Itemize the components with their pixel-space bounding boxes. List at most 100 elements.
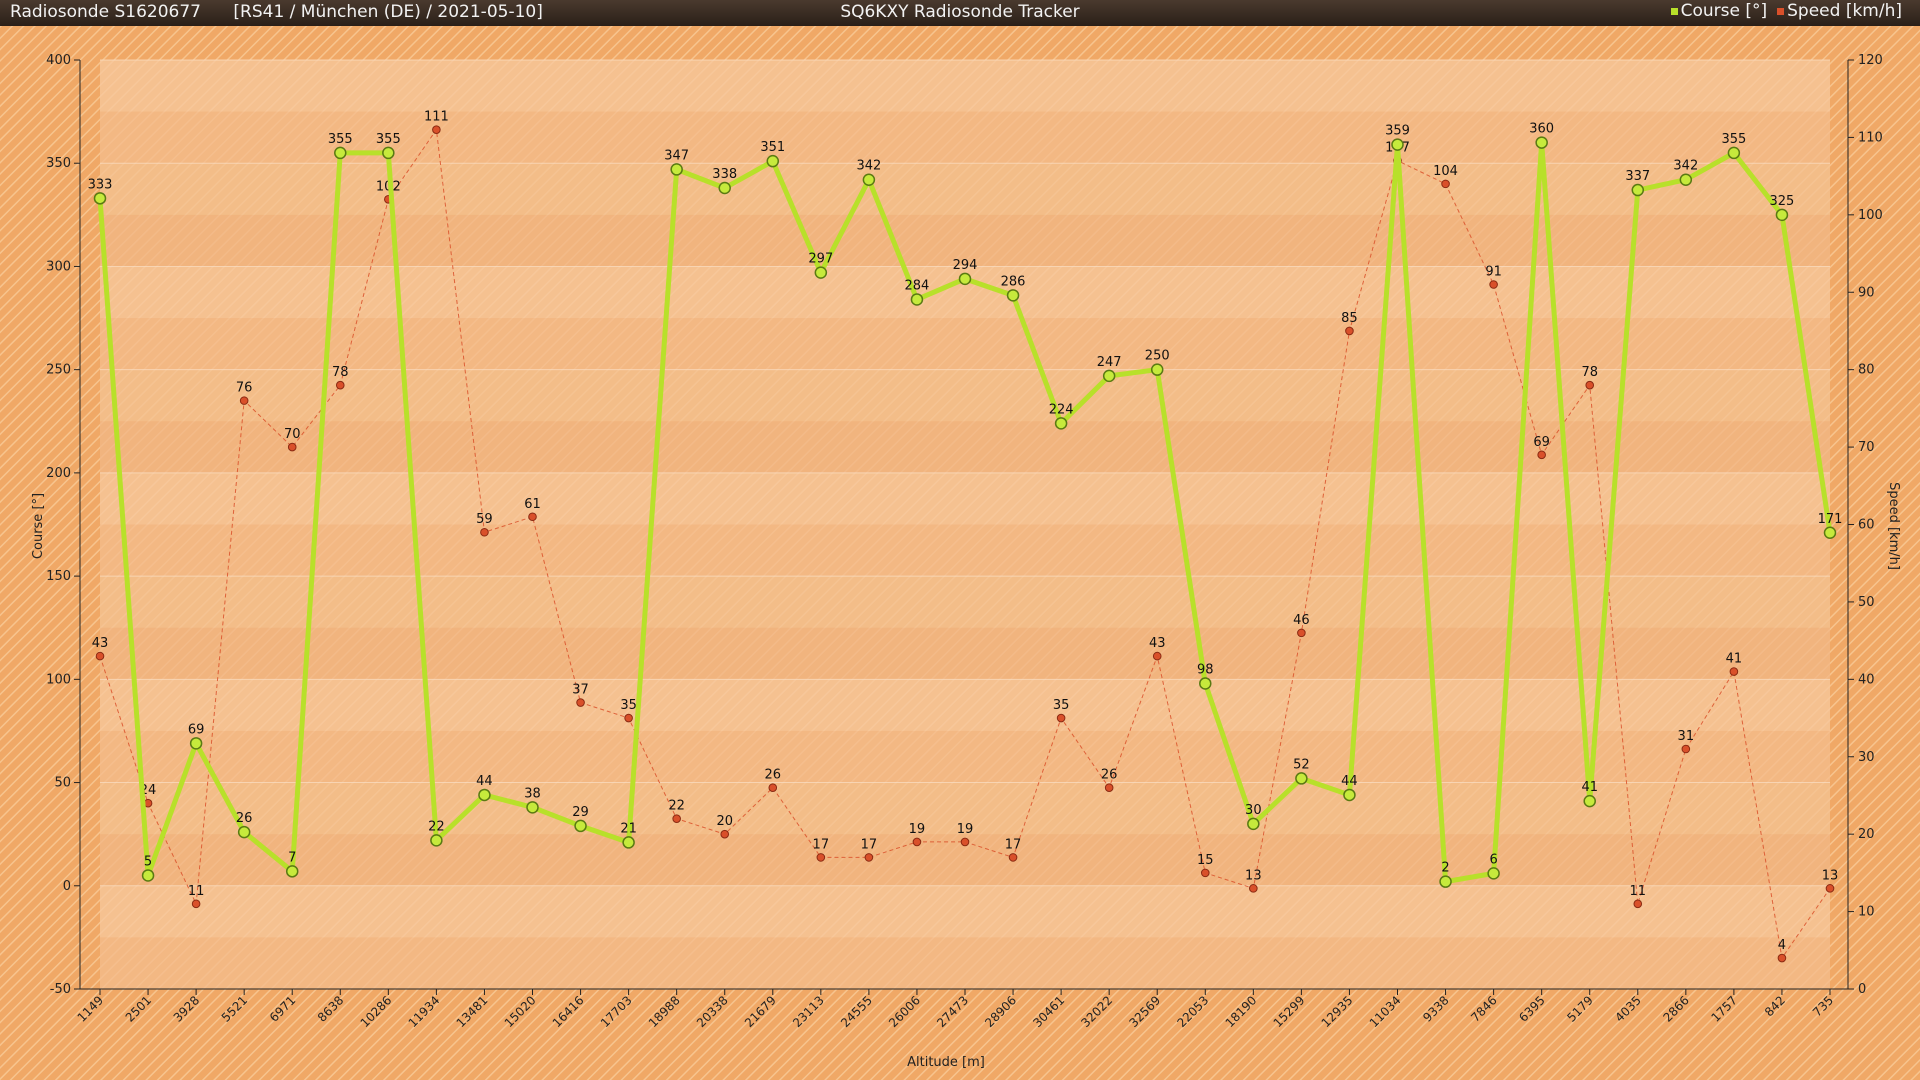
y-tick-label-right: 120: [1858, 53, 1883, 68]
speed-point: [1056, 713, 1066, 723]
speed-point: [576, 698, 585, 707]
speed-data-label: 22: [668, 799, 685, 814]
speed-point: [768, 783, 778, 793]
legend-item-speed[interactable]: Speed [km/h]: [1777, 1, 1902, 21]
speed-point: [191, 899, 201, 909]
course-data-label: 2: [1441, 861, 1449, 876]
y-tick-label-right: 10: [1858, 905, 1875, 920]
legend-label-speed: Speed [km/h]: [1787, 1, 1902, 21]
speed-point: [1777, 953, 1787, 963]
plot-band: [100, 421, 1830, 473]
course-point: [574, 819, 587, 833]
course-data-label: 286: [1001, 274, 1026, 289]
legend-item-course[interactable]: Course [°]: [1670, 1, 1768, 21]
sonde-info: Radiosonde S1620677 [RS41 / München (DE)…: [10, 2, 543, 22]
speed-point: [1825, 884, 1835, 893]
course-data-label: 6: [1489, 852, 1497, 867]
course-point: [1199, 677, 1212, 690]
y-tick-label-left: 50: [54, 776, 71, 791]
course-point: [862, 173, 876, 186]
course-data-label: 21: [620, 821, 637, 836]
speed-point: [432, 125, 441, 134]
course-point: [237, 825, 251, 839]
y-tick-label-right: 60: [1858, 518, 1875, 533]
course-point: [1727, 146, 1741, 160]
speed-data-label: 41: [1726, 652, 1743, 667]
speed-point: [816, 853, 826, 862]
speed-data-label: 4: [1778, 938, 1786, 953]
y-tick-label-left: 0: [63, 879, 71, 894]
course-point: [1439, 875, 1452, 888]
legend-label-course: Course [°]: [1680, 1, 1768, 21]
y-tick-label-left: 350: [46, 156, 71, 171]
speed-data-label: 11: [1630, 884, 1647, 899]
course-point: [1150, 363, 1164, 376]
speed-data-label: 11: [188, 884, 205, 899]
sonde-details: [RS41 / München (DE) / 2021-05-10]: [233, 2, 543, 22]
speed-point: [912, 837, 922, 847]
course-point: [718, 181, 731, 195]
speed-point: [1249, 884, 1258, 893]
y-tick-label-left: 100: [46, 672, 71, 687]
course-point: [1487, 867, 1500, 880]
speed-data-label: 31: [1678, 729, 1695, 744]
speed-data-label: 20: [716, 814, 733, 829]
plot-band: [100, 730, 1830, 783]
y-tick-label-right: 40: [1858, 672, 1875, 687]
y-axis-label-left: Course [°]: [31, 493, 46, 559]
speed-point: [1633, 899, 1643, 909]
y-tick-label-left: 400: [46, 53, 71, 68]
speed-data-label: 59: [476, 512, 493, 527]
speed-point: [1441, 179, 1450, 189]
course-point: [1631, 183, 1645, 197]
plot-band: [100, 60, 1830, 112]
course-point: [1102, 369, 1116, 383]
course-data-label: 360: [1529, 122, 1554, 137]
course-point: [814, 266, 828, 279]
y-tick-label-right: 90: [1858, 285, 1875, 300]
speed-point: [1104, 783, 1114, 793]
speed-point: [624, 713, 633, 723]
speed-data-label: 70: [284, 427, 301, 442]
course-point: [1247, 817, 1260, 831]
y-tick-label-right: 100: [1858, 208, 1883, 223]
course-data-label: 5: [144, 854, 152, 869]
course-point: [1583, 794, 1596, 808]
course-point: [141, 869, 155, 882]
speed-data-label: 17: [861, 837, 878, 852]
speed-point: [528, 512, 537, 522]
course-point: [766, 154, 780, 168]
speed-data-label: 61: [524, 497, 541, 512]
course-point: [382, 146, 395, 160]
speed-data-label: 26: [765, 768, 782, 783]
speed-data-label: 19: [909, 822, 926, 837]
speed-point: [1585, 380, 1595, 390]
course-data-label: 359: [1385, 124, 1410, 139]
course-point: [1295, 772, 1308, 785]
course-data-label: 294: [953, 258, 978, 273]
y-tick-label-left: 250: [46, 363, 71, 378]
plot-bands: [100, 59, 1830, 990]
course-point: [478, 788, 491, 802]
speed-data-label: 37: [572, 683, 589, 698]
app-title: SQ6KXY Radiosonde Tracker: [840, 2, 1080, 22]
plot-band: [100, 111, 1830, 164]
plot-band: [100, 369, 1830, 422]
course-point: [1006, 289, 1020, 302]
course-point: [430, 834, 443, 847]
course-point: [1535, 136, 1548, 149]
speed-data-label: 85: [1341, 311, 1358, 326]
course-point: [1679, 173, 1693, 186]
speed-point: [960, 837, 970, 847]
course-point: [189, 737, 203, 750]
plot-band: [100, 524, 1830, 577]
speed-data-label: 69: [1533, 435, 1550, 450]
course-data-label: 44: [476, 774, 493, 789]
course-data-label: 338: [712, 167, 737, 182]
course-data-label: 355: [1721, 132, 1746, 147]
speed-point: [1008, 853, 1018, 862]
plot-band: [100, 318, 1830, 370]
course-data-label: 250: [1145, 349, 1170, 364]
chart-svg: -50 0 50 100 150 200 250 300 350 400 0 10 20 30 40 50 60…: [0, 26, 1920, 1080]
speed-data-label: 76: [236, 381, 253, 396]
